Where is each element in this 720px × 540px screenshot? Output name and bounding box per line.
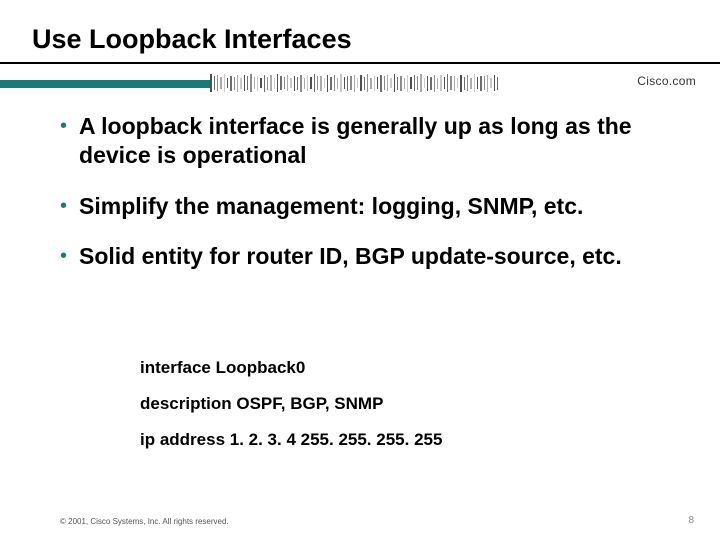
content-area: • A loopback interface is generally up a…	[60, 112, 670, 293]
bullet-text: A loopback interface is generally up as …	[79, 112, 670, 170]
teal-accent-bar	[0, 80, 210, 88]
bullet-dot-icon: •	[60, 192, 67, 220]
slide-title: Use Loopback Interfaces	[32, 24, 352, 55]
title-underline	[0, 62, 720, 64]
code-line: ip address 1. 2. 3. 4 255. 255. 255. 255	[140, 430, 660, 450]
code-line: description OSPF, BGP, SNMP	[140, 394, 660, 414]
cisco-logo: Cisco.com	[637, 74, 696, 88]
bullet-item: • A loopback interface is generally up a…	[60, 112, 670, 170]
bullet-text: Simplify the management: logging, SNMP, …	[79, 192, 583, 221]
bullet-dot-icon: •	[60, 242, 67, 270]
code-line: interface Loopback0	[140, 358, 660, 378]
bullet-dot-icon: •	[60, 112, 67, 140]
bullet-text: Solid entity for router ID, BGP update-s…	[79, 242, 622, 271]
decorative-bar	[0, 70, 720, 98]
code-block: interface Loopback0 description OSPF, BG…	[140, 358, 660, 466]
bullet-item: • Simplify the management: logging, SNMP…	[60, 192, 670, 221]
barcode-graphic	[210, 73, 560, 93]
bullet-item: • Solid entity for router ID, BGP update…	[60, 242, 670, 271]
copyright-footer: © 2001, Cisco Systems, Inc. All rights r…	[60, 517, 229, 526]
page-number: 8	[688, 515, 694, 526]
